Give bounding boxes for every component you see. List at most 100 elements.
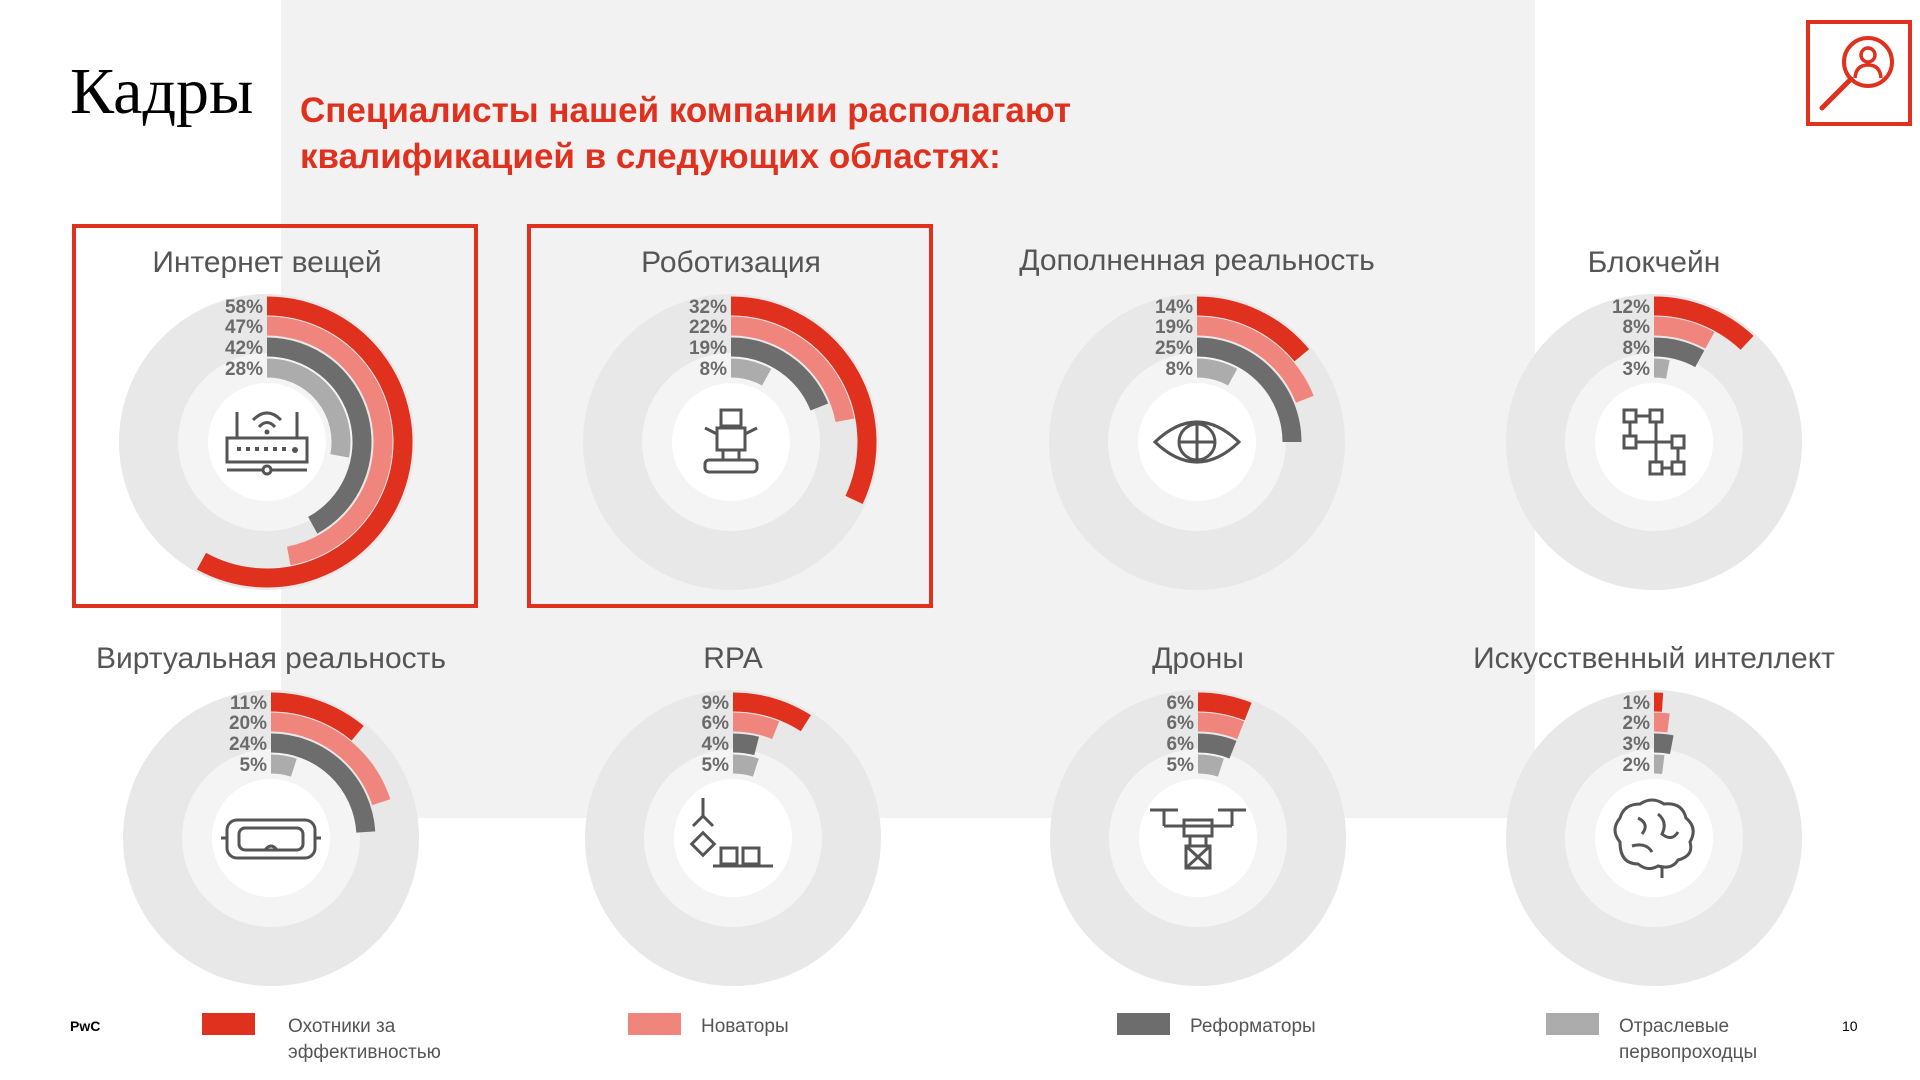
headline: Специалисты нашей компании располагают к…	[300, 88, 1200, 180]
value-label: 4%	[702, 734, 730, 755]
value-label: 8%	[1623, 338, 1651, 359]
chart-center	[672, 383, 790, 501]
value-label: 22%	[689, 317, 727, 338]
chart-1: 32%22%19%8% Роботизация	[583, 246, 879, 590]
chart-center	[674, 779, 792, 897]
value-label: 8%	[1623, 317, 1651, 338]
value-label: 32%	[689, 297, 727, 318]
value-label: 14%	[1155, 297, 1193, 318]
arc-3	[1196, 337, 1302, 443]
chart-0: 58%47%42%28% Интернет вещей	[119, 246, 415, 590]
arc-3	[266, 337, 372, 534]
value-label: 24%	[229, 734, 267, 755]
track-outer	[123, 690, 419, 986]
track-outer	[1049, 294, 1345, 590]
arc-1	[196, 296, 413, 588]
arc-2	[732, 712, 780, 740]
value-label: 58%	[225, 297, 263, 318]
page-title: Кадры	[70, 55, 254, 128]
legend-swatch-innovators	[628, 1013, 681, 1035]
chart-title: RPA	[703, 642, 762, 675]
track-outer	[1506, 294, 1802, 590]
arc-2	[1196, 316, 1314, 404]
value-label: 12%	[1612, 297, 1650, 318]
chart-3: 12%8%8%3%Блокчейн	[1506, 246, 1802, 590]
arc-4	[1653, 358, 1670, 379]
value-label: 5%	[240, 755, 268, 776]
router-icon	[225, 411, 309, 476]
value-label: 8%	[700, 359, 728, 380]
arc-2	[1653, 316, 1715, 349]
value-label: 19%	[689, 338, 727, 359]
legend-swatch-pioneers	[1546, 1013, 1599, 1035]
chart-title: Дроны	[1152, 642, 1244, 675]
chart-title: Виртуальная реальность	[96, 642, 446, 675]
arc-2	[730, 316, 855, 423]
value-label: 47%	[225, 317, 263, 338]
arc-4	[1196, 358, 1238, 386]
legend-swatch-hunters	[202, 1013, 255, 1035]
legend-item-innovators: Новаторы	[628, 1008, 928, 1068]
chart-title: Роботизация	[641, 246, 821, 279]
legend-item-hunters: Охотники за эффективностью	[202, 1008, 502, 1068]
chart-center	[212, 779, 330, 897]
arc-1	[732, 692, 811, 732]
arc-4	[1197, 754, 1224, 777]
arc-4	[266, 358, 351, 458]
legend-item-pioneers: Отраслевые первопроходцы	[1546, 1008, 1846, 1068]
value-label: 5%	[1167, 755, 1195, 776]
chart-title: Блокчейн	[1588, 246, 1721, 279]
chart-4: 11%20%24%5% Виртуальная реальность	[96, 642, 446, 986]
chart-center	[1139, 779, 1257, 897]
page-number: 10	[1842, 1018, 1858, 1034]
arc-4	[1653, 754, 1665, 775]
value-label: 42%	[225, 338, 263, 359]
arc-3	[1197, 733, 1237, 759]
value-label: 2%	[1623, 755, 1651, 776]
value-label: 8%	[1166, 359, 1194, 380]
chart-6: 6%6%6%5%Дроны	[1050, 642, 1346, 986]
eye-icon	[1152, 420, 1242, 464]
brain-icon	[1613, 798, 1695, 878]
value-label: 6%	[1167, 734, 1195, 755]
chart-7: 1%2%3%2%Искусственный интеллект	[1473, 642, 1835, 986]
track-outer	[1050, 690, 1346, 986]
arc-1	[1653, 296, 1754, 350]
robotic-arm-icon	[689, 798, 773, 868]
track-outer	[585, 690, 881, 986]
drone-icon	[1150, 808, 1246, 870]
vr-headset-icon	[221, 818, 321, 860]
legend-label-hunters: Охотники за эффективностью	[288, 1016, 441, 1063]
value-label: 5%	[702, 755, 730, 776]
value-label: 1%	[1623, 693, 1651, 714]
value-label: 9%	[702, 693, 730, 714]
chart-title: Дополненная реальность	[1019, 244, 1375, 277]
person-search-icon	[1806, 20, 1912, 126]
arc-2	[1197, 712, 1245, 740]
value-label: 20%	[229, 713, 267, 734]
chart-5: 9%6%4%5% RPA	[585, 642, 881, 986]
arc-3	[1653, 733, 1674, 755]
robot-icon	[703, 408, 759, 474]
chart-title: Интернет вещей	[152, 246, 381, 279]
value-label: 19%	[1155, 317, 1193, 338]
arc-2	[270, 712, 391, 806]
highlight-box-robotization	[527, 224, 933, 608]
footer-brand: PwC	[70, 1018, 101, 1034]
highlight-box-iot	[72, 224, 478, 608]
legend-label-pioneers: Отраслевые первопроходцы	[1619, 1016, 1758, 1063]
legend-item-reformers: Реформаторы	[1117, 1008, 1417, 1068]
value-label: 28%	[225, 359, 263, 380]
arc-3	[732, 733, 759, 756]
headline-line-2: квалификацией в следующих областях:	[300, 137, 1001, 176]
value-label: 3%	[1623, 359, 1651, 380]
arc-1	[1197, 692, 1252, 721]
arc-4	[730, 358, 772, 386]
arc-2	[1653, 712, 1670, 733]
arc-3	[1653, 337, 1705, 368]
chart-2: 14%19%25%8% Дополненная реальность	[1019, 244, 1375, 590]
arc-4	[732, 754, 759, 777]
legend-label-innovators: Новаторы	[701, 1016, 789, 1037]
arc-1	[730, 296, 877, 504]
